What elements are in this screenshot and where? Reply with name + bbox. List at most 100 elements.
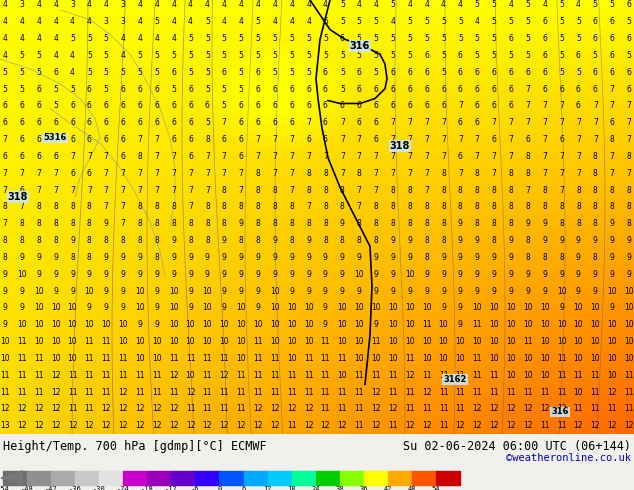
Text: 11: 11 [557,421,566,430]
Text: 8: 8 [205,219,210,228]
Text: 7: 7 [340,135,345,144]
Text: 10: 10 [540,303,550,313]
Text: 4: 4 [171,34,176,43]
Text: 6: 6 [508,85,514,94]
Text: 11: 11 [540,421,550,430]
Text: 9: 9 [238,270,243,279]
Text: 10: 10 [590,303,600,313]
Text: 11: 11 [219,388,229,396]
Text: 7: 7 [289,186,294,195]
Text: 9: 9 [205,253,210,262]
Text: 8: 8 [357,219,361,228]
Text: 10: 10 [304,303,313,313]
Text: 6: 6 [242,486,245,490]
Text: 9: 9 [508,236,514,245]
Text: 7: 7 [104,202,108,211]
Text: 6: 6 [120,118,126,127]
Text: 8: 8 [104,236,108,245]
Text: 11: 11 [574,371,583,380]
Text: 7: 7 [458,169,463,178]
Text: 8: 8 [475,202,479,211]
Text: 10: 10 [590,337,600,346]
Text: 11: 11 [422,320,431,329]
Text: 8: 8 [526,202,530,211]
Text: 3162: 3162 [443,375,467,384]
Text: 7: 7 [441,118,446,127]
Text: 6: 6 [491,101,496,110]
Text: 7: 7 [154,169,159,178]
Text: 6: 6 [441,85,446,94]
Text: 6: 6 [104,135,108,144]
Text: 11: 11 [354,421,364,430]
Text: 7: 7 [407,135,412,144]
Text: 9: 9 [626,253,631,262]
Text: 6: 6 [576,85,581,94]
Text: 12: 12 [321,421,330,430]
Text: 6: 6 [36,101,41,110]
Text: 10: 10 [557,337,566,346]
Text: 11: 11 [321,354,330,363]
Text: 11: 11 [489,371,499,380]
Text: 6: 6 [542,34,547,43]
Text: 8: 8 [87,219,92,228]
Text: 5: 5 [70,34,75,43]
Text: 9: 9 [610,253,614,262]
Text: 9: 9 [508,253,514,262]
Text: 6: 6 [120,85,126,94]
Text: 9: 9 [542,270,547,279]
Text: 10: 10 [236,354,246,363]
Text: 6: 6 [188,152,193,161]
Text: 9: 9 [458,236,463,245]
Text: 11: 11 [0,388,10,396]
Text: 8: 8 [222,219,226,228]
Text: 10: 10 [186,337,195,346]
Text: 6: 6 [120,101,126,110]
Text: 12: 12 [135,404,145,414]
Text: 11: 11 [270,371,280,380]
Text: 7: 7 [138,186,143,195]
Text: 8: 8 [306,219,311,228]
Text: 9: 9 [20,253,24,262]
Text: 10: 10 [84,287,94,295]
Text: 5: 5 [273,68,277,77]
Text: 11: 11 [372,371,381,380]
Text: 5: 5 [289,68,294,77]
Text: 5: 5 [526,51,530,60]
Text: 8: 8 [70,219,75,228]
Text: 6: 6 [205,101,210,110]
Text: 9: 9 [491,270,496,279]
Text: 6: 6 [53,118,58,127]
Text: 12: 12 [17,404,27,414]
Text: 7: 7 [391,135,396,144]
Text: 7: 7 [256,135,261,144]
Text: 8: 8 [155,253,159,262]
Text: 10: 10 [270,303,280,313]
Text: 9: 9 [373,287,378,295]
Text: 8: 8 [273,219,277,228]
Text: 9: 9 [3,320,8,329]
Text: 12: 12 [422,388,431,396]
Text: 7: 7 [357,202,361,211]
Text: 10: 10 [354,303,364,313]
Text: 5: 5 [289,51,294,60]
Text: 4: 4 [36,0,41,9]
Text: 9: 9 [458,303,463,313]
Text: 10: 10 [506,337,515,346]
Text: 9: 9 [3,270,8,279]
Text: 6: 6 [424,85,429,94]
Text: 9: 9 [154,320,159,329]
Text: 7: 7 [593,101,598,110]
Text: 10: 10 [540,337,550,346]
Text: 11: 11 [68,404,77,414]
Text: 6: 6 [70,118,75,127]
Text: 11: 11 [321,371,330,380]
Text: 7: 7 [104,186,108,195]
Text: 10: 10 [439,320,448,329]
Text: 5: 5 [491,34,496,43]
Text: 11: 11 [169,388,178,396]
Text: 9: 9 [542,219,547,228]
Text: 4: 4 [542,0,547,9]
Text: 9: 9 [626,236,631,245]
Text: 9: 9 [238,253,243,262]
Text: 7: 7 [526,186,530,195]
